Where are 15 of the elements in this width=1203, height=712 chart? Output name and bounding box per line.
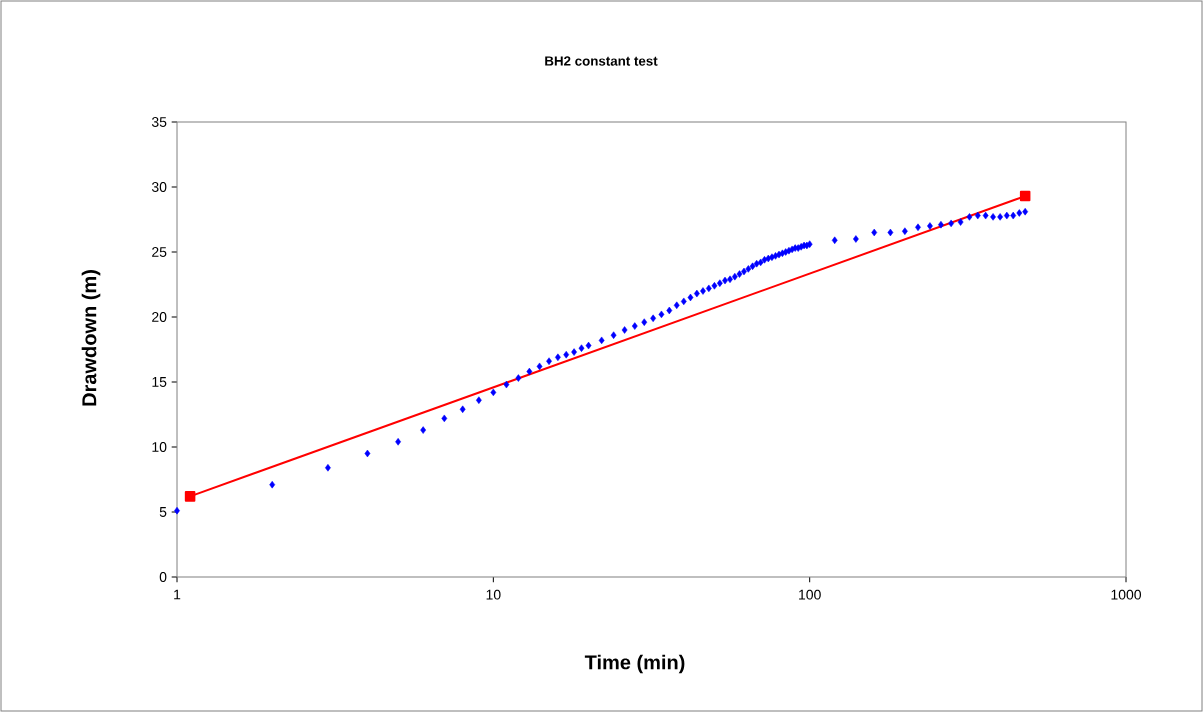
- y-tick-label: 20: [152, 312, 167, 322]
- y-tick-label: 15: [152, 377, 167, 387]
- y-tick-label: 5: [159, 507, 167, 517]
- y-axis-title: Drawdown (m): [81, 270, 101, 406]
- x-tick-label: 1000: [1111, 589, 1142, 600]
- y-tick-label: 35: [151, 117, 167, 127]
- y-tick-label: 30: [151, 182, 167, 192]
- x-tick-label: 100: [799, 589, 821, 600]
- x-axis-title: Time (min): [584, 654, 685, 674]
- y-tick-label: 0: [159, 572, 167, 582]
- x-tick-label: 10: [486, 589, 501, 600]
- x-tick-label: 1: [174, 589, 181, 600]
- y-tick-label: 10: [152, 442, 167, 452]
- y-tick-label: 25: [152, 247, 167, 257]
- chart-title: BH2 constant test: [545, 56, 658, 66]
